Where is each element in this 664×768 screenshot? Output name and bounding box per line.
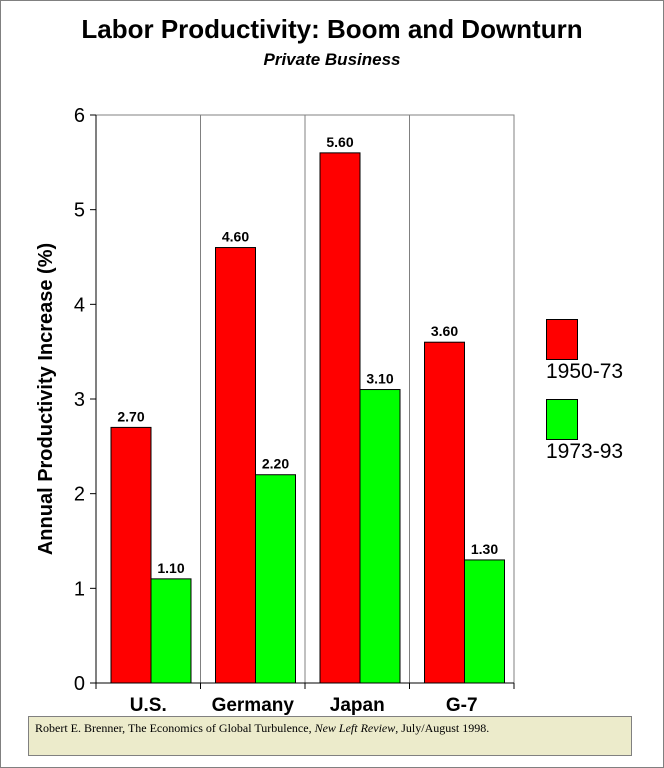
x-category-label: Germany <box>212 695 295 716</box>
bar <box>150 578 192 684</box>
source-date: , July/August 1998. <box>395 721 490 735</box>
bar <box>110 426 152 684</box>
y-tick-label: 1 <box>74 578 85 600</box>
y-tick-label: 5 <box>74 200 85 222</box>
data-label: 3.60 <box>431 323 458 339</box>
data-label: 4.60 <box>222 229 249 245</box>
data-label: 1.10 <box>157 560 184 576</box>
source-note: Robert E. Brenner, The Economics of Glob… <box>28 716 632 756</box>
y-axis-label: Annual Productivity Increase (%) <box>35 243 57 555</box>
chart-title: Labor Productivity: Boom and Downturn <box>81 14 583 44</box>
bar <box>359 389 401 684</box>
x-category-label: G-7 <box>446 695 478 716</box>
source-journal: New Left Review <box>314 721 396 735</box>
bar <box>319 152 361 684</box>
bar <box>215 247 256 684</box>
data-label: 5.60 <box>326 134 353 150</box>
source-text: Robert E. Brenner, The Economics of Glob… <box>35 721 315 735</box>
y-tick-label: 0 <box>74 673 85 695</box>
legend-swatch-series-2 <box>546 399 578 440</box>
bar <box>424 341 465 684</box>
y-tick-label: 3 <box>74 389 85 411</box>
data-label: 2.70 <box>117 408 144 424</box>
x-category-label: U.S. <box>130 695 167 716</box>
x-category-label: Japan <box>330 695 385 716</box>
y-tick-label: 6 <box>74 105 85 127</box>
y-tick-label: 2 <box>74 484 85 506</box>
y-tick-label: 4 <box>74 294 85 316</box>
data-label: 2.20 <box>262 456 289 472</box>
legend-label-series-1: 1950-73 <box>546 360 624 383</box>
bar <box>464 559 505 684</box>
bar <box>255 474 296 684</box>
data-label: 1.30 <box>471 541 498 557</box>
legend-swatch-series-1 <box>546 319 578 360</box>
data-label: 3.10 <box>366 371 393 387</box>
chart-subtitle: Private Business <box>263 50 401 69</box>
legend-label-series-2: 1973-93 <box>546 440 624 463</box>
